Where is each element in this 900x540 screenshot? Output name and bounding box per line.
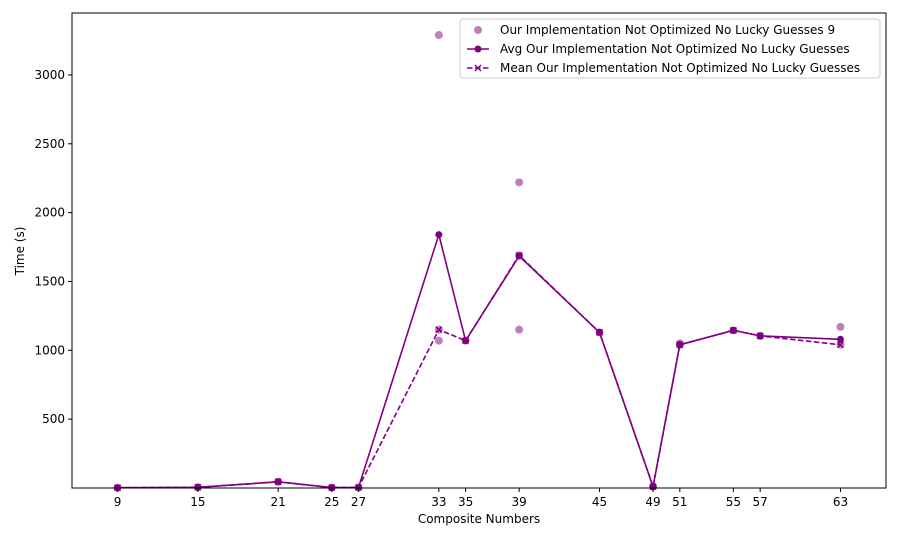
x-tick-label: 49 (645, 495, 660, 509)
scatter-point (836, 322, 845, 331)
y-tick-label: 1000 (34, 343, 65, 357)
x-tick-label: 35 (458, 495, 473, 509)
scatter-point (434, 336, 443, 345)
x-tick-label: 15 (190, 495, 205, 509)
mean-series-point (194, 483, 202, 491)
legend-label: Our Implementation Not Optimized No Luck… (500, 23, 835, 37)
y-tick-label: 3000 (34, 68, 65, 82)
mean-series-point (836, 341, 844, 349)
x-tick-label: 51 (672, 495, 687, 509)
legend-avg-marker (474, 45, 482, 53)
y-tick-label: 1500 (34, 274, 65, 288)
x-tick-label: 45 (592, 495, 607, 509)
x-tick-label: 25 (324, 495, 339, 509)
scatter-point (434, 31, 443, 40)
mean-series-point (515, 251, 523, 259)
mean-series-point (729, 326, 737, 334)
axes: 9 15 21 25 27 33 35 39 45 49 51 55 57 63 500 1000 1500 20… (34, 12, 887, 509)
scatter-point (515, 325, 524, 334)
legend-mean-marker (474, 64, 482, 72)
y-tick-label: 2500 (34, 137, 65, 151)
x-tick-label: 21 (271, 495, 286, 509)
y-tick-label: 500 (42, 412, 65, 426)
plot-frame (71, 12, 887, 489)
mean-series-point (676, 341, 684, 349)
y-tick-label: 2000 (34, 206, 65, 220)
mean-series-line (117, 254, 841, 490)
legend-label: Mean Our Implementation Not Optimized No… (500, 61, 860, 75)
avg-series-point (836, 335, 844, 343)
x-tick-label: 39 (512, 495, 527, 509)
legend: Our Implementation Not Optimized No Luck… (459, 18, 881, 79)
mean-series-point (435, 326, 443, 334)
avg-series-point (435, 231, 443, 239)
x-tick-label: 27 (351, 495, 366, 509)
x-tick-label: 63 (833, 495, 848, 509)
mean-series-point (595, 328, 603, 336)
y-axis-title: Time (s) (13, 227, 27, 277)
legend-scatter-swatch (474, 26, 482, 34)
scatter-point (515, 178, 524, 187)
mean-series-point (756, 332, 764, 340)
x-tick-label: 57 (753, 495, 768, 509)
x-axis-title: Composite Numbers (418, 512, 540, 526)
mean-series-point (274, 478, 282, 486)
mean-series-point (649, 483, 657, 491)
x-tick-label: 33 (431, 495, 446, 509)
x-tick-label: 55 (726, 495, 741, 509)
x-tick-label: 9 (114, 495, 122, 509)
legend-box (459, 18, 881, 79)
mean-series-point (462, 337, 470, 345)
mean-series-point (355, 483, 363, 491)
legend-label: Avg Our Implementation Not Optimized No … (500, 42, 850, 56)
